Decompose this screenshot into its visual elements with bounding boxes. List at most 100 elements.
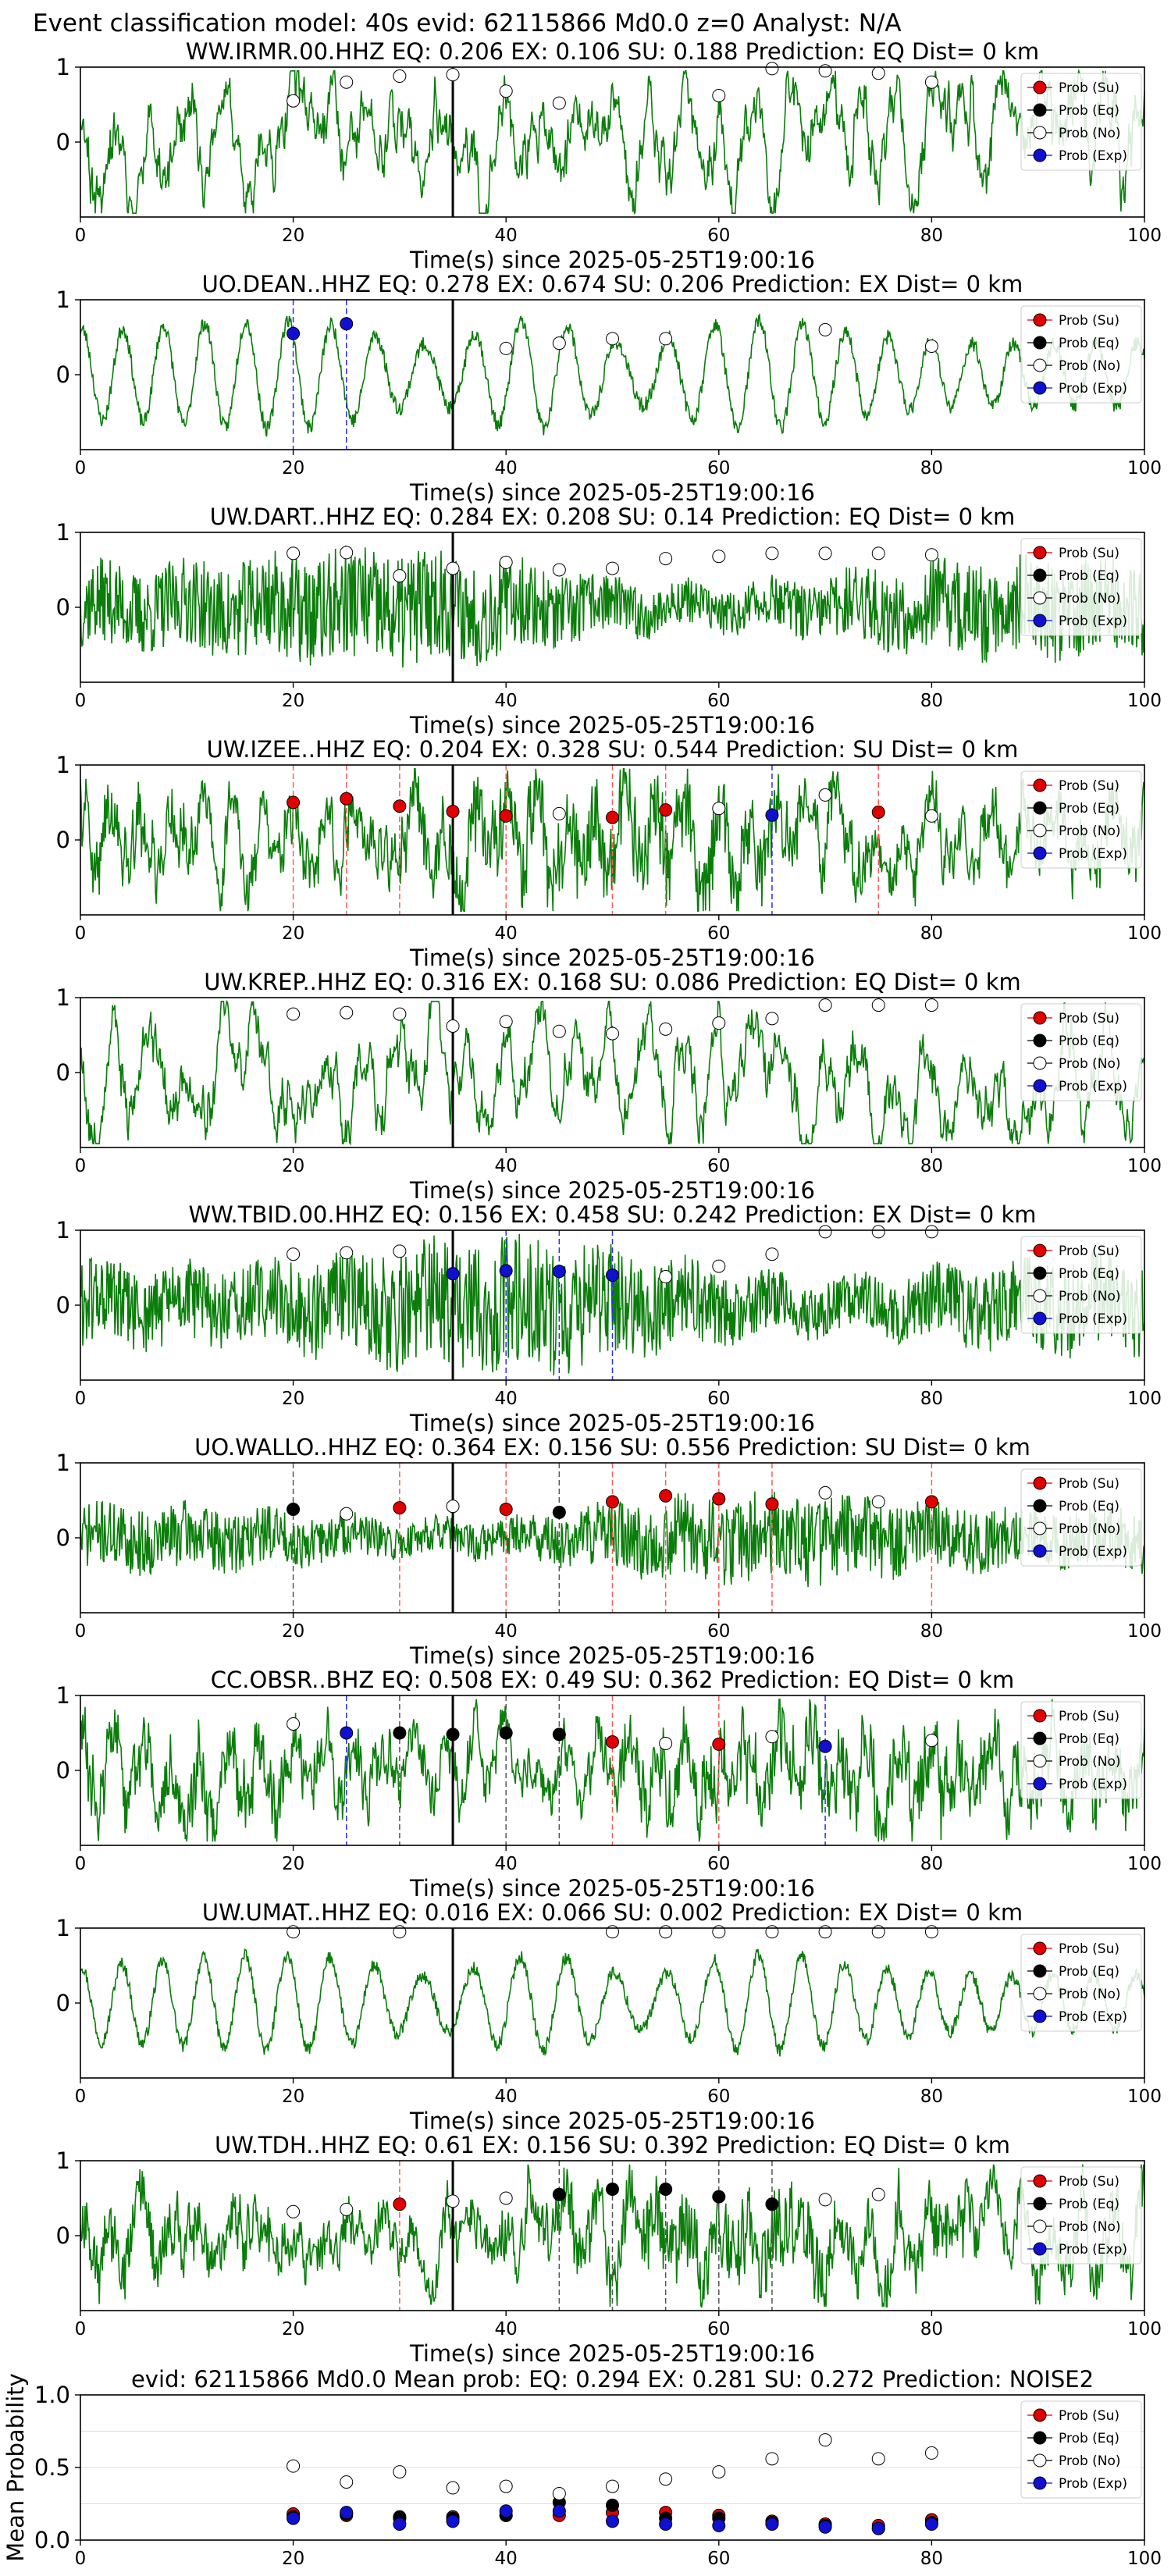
prob-marker-no — [818, 546, 832, 560]
panel-title: UW.IZEE..HHZ EQ: 0.204 EX: 0.328 SU: 0.5… — [207, 736, 1019, 763]
y-tick-label: 1 — [56, 2147, 70, 2174]
legend-label-no: Prob (No) — [1059, 824, 1121, 839]
station-panel: UO.WALLO..HHZ EQ: 0.364 EX: 0.156 SU: 0.… — [56, 1434, 1162, 1669]
x-axis-label: Time(s) since 2025-05-25T19:00:16 — [409, 2340, 815, 2367]
prob-marker-su — [340, 792, 354, 806]
x-tick-label: 0 — [75, 458, 87, 479]
x-tick-label: 0 — [75, 1854, 87, 1874]
prob-marker-su — [659, 1489, 673, 1503]
legend-frame — [1020, 1934, 1142, 2032]
mean-marker-eq — [606, 2498, 619, 2512]
legend-marker-su — [1033, 2408, 1047, 2422]
prob-marker-su — [499, 1503, 513, 1517]
y-tick-label: 0 — [56, 129, 70, 155]
legend-label-no: Prob (No) — [1059, 1987, 1121, 2002]
prob-marker-exp — [340, 1726, 354, 1740]
legend-marker-no — [1033, 824, 1047, 838]
legend-label-su: Prob (Su) — [1059, 2408, 1119, 2424]
prob-marker-eq — [499, 1726, 513, 1740]
legend-label-su: Prob (Su) — [1059, 1709, 1119, 1724]
x-tick-label: 40 — [495, 2087, 518, 2107]
legend-frame — [1020, 2166, 1142, 2265]
legend-marker-exp — [1033, 2476, 1047, 2490]
legend-label-eq: Prob (Eq) — [1059, 1499, 1119, 1514]
prob-marker-no — [552, 96, 566, 110]
x-tick-label: 100 — [1127, 2087, 1162, 2107]
y-tick-label: 0 — [56, 1990, 70, 2016]
legend-label-exp: Prob (Exp) — [1059, 1079, 1127, 1094]
legend-marker-eq — [1033, 1499, 1047, 1513]
y-tick-label: 1 — [56, 1450, 70, 1476]
legend-label-su: Prob (Su) — [1059, 778, 1119, 794]
prob-marker-su — [393, 799, 407, 813]
waveform-trace — [80, 68, 1144, 215]
x-tick-label: 80 — [920, 923, 943, 944]
legend-label-exp: Prob (Exp) — [1059, 148, 1127, 164]
x-axis-label: Time(s) since 2025-05-25T19:00:16 — [409, 712, 815, 738]
mean-marker-exp — [446, 2514, 460, 2528]
legend-marker-exp — [1033, 846, 1047, 860]
x-tick-label: 20 — [282, 2319, 304, 2339]
legend-marker-eq — [1033, 568, 1047, 582]
mean-marker-exp — [871, 2521, 885, 2535]
prob-marker-no — [393, 1007, 407, 1021]
mean-marker-no — [446, 2481, 460, 2495]
x-tick-label: 100 — [1127, 1389, 1162, 1409]
x-tick-label: 100 — [1127, 2319, 1162, 2339]
mean-marker-no — [340, 2475, 354, 2489]
x-tick-label: 20 — [282, 923, 304, 944]
mean-marker-no — [659, 2472, 673, 2486]
mean-marker-no — [499, 2479, 513, 2493]
prob-marker-no — [340, 2202, 354, 2216]
prob-marker-no — [446, 561, 460, 575]
legend: Prob (Su) Prob (Eq) Prob (No) Prob (Exp) — [1020, 1934, 1142, 2032]
axes-frame — [80, 1927, 1145, 2079]
prob-marker-no — [871, 1925, 885, 1939]
legend-marker-exp — [1033, 1079, 1047, 1093]
prob-marker-no — [552, 563, 566, 577]
legend-marker-eq — [1033, 1034, 1047, 1048]
prob-marker-no — [818, 788, 832, 802]
legend-marker-no — [1033, 1289, 1047, 1303]
prob-marker-no — [446, 2194, 460, 2208]
y-tick-label: 1 — [56, 1915, 70, 1941]
legend-marker-exp — [1033, 2009, 1047, 2023]
prob-marker-su — [606, 1735, 619, 1749]
x-tick-label: 80 — [920, 458, 943, 479]
mean-marker-exp — [818, 2520, 832, 2534]
legend-frame — [1020, 1468, 1142, 1567]
prob-marker-no — [287, 1925, 301, 1939]
mean-marker-no — [712, 2465, 726, 2479]
prob-marker-exp — [765, 808, 779, 822]
prob-marker-no — [340, 1246, 354, 1260]
legend: Prob (Su) Prob (Eq) Prob (No) Prob (Exp) — [1020, 1701, 1142, 1799]
legend-marker-eq — [1033, 1731, 1047, 1745]
prob-marker-eq — [659, 2182, 673, 2196]
prob-marker-no — [499, 1015, 513, 1029]
x-tick-label: 80 — [920, 2087, 943, 2107]
legend-marker-exp — [1033, 614, 1047, 628]
x-tick-label: 100 — [1127, 458, 1162, 479]
legend-label-exp: Prob (Exp) — [1059, 1777, 1127, 1792]
x-tick-label: 100 — [1127, 691, 1162, 711]
legend-marker-su — [1033, 80, 1047, 94]
legend-marker-exp — [1033, 381, 1047, 395]
prob-marker-no — [499, 341, 513, 355]
prob-marker-no — [765, 62, 779, 76]
prob-marker-no — [340, 1005, 354, 1019]
y-tick-label: 0 — [56, 827, 70, 853]
x-axis-label: Time(s) since 2025-05-25T19:00:16 — [409, 479, 815, 506]
panel-title: WW.TBID.00.HHZ EQ: 0.156 EX: 0.458 SU: 0… — [189, 1201, 1037, 1228]
mean-marker-exp — [393, 2517, 407, 2532]
legend-label-exp: Prob (Exp) — [1059, 1311, 1127, 1327]
y-tick-label: 0 — [56, 1292, 70, 1318]
x-tick-label: 20 — [282, 1854, 304, 1874]
prob-marker-no — [924, 1225, 938, 1239]
legend-marker-no — [1033, 2219, 1047, 2233]
legend-marker-exp — [1033, 148, 1047, 162]
station-panel: CC.OBSR..BHZ EQ: 0.508 EX: 0.49 SU: 0.36… — [56, 1667, 1162, 1902]
legend-marker-su — [1033, 313, 1047, 327]
x-axis-label: Time(s) since 2025-05-25T19:00:16 — [409, 1410, 815, 1436]
prob-marker-exp — [552, 1265, 566, 1279]
legend-label-no: Prob (No) — [1059, 591, 1121, 607]
